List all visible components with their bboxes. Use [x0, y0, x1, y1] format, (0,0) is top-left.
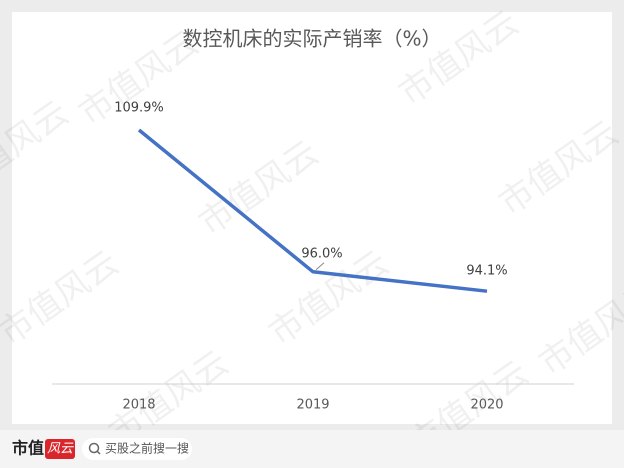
search-icon-handle — [96, 450, 101, 455]
chart-title: 数控机床的实际产销率（%） — [182, 27, 441, 51]
x-tick-label: 2019 — [296, 398, 329, 413]
search-box[interactable] — [82, 438, 192, 460]
data-label: 94.1% — [466, 264, 507, 279]
data-label: 96.0% — [301, 246, 342, 261]
chart-card — [12, 12, 612, 424]
x-tick-label: 2020 — [470, 398, 503, 413]
logo-badge — [45, 439, 75, 459]
logo-accent: 风云 — [47, 442, 74, 457]
x-tick-label: 2018 — [122, 398, 155, 413]
logo-main: 市值 — [12, 439, 44, 458]
data-label: 109.9% — [114, 101, 164, 116]
search-icon — [88, 442, 100, 454]
search-text[interactable]: 买股之前搜一搜 — [105, 441, 189, 456]
label-leader — [315, 262, 325, 271]
data-line — [137, 128, 488, 293]
